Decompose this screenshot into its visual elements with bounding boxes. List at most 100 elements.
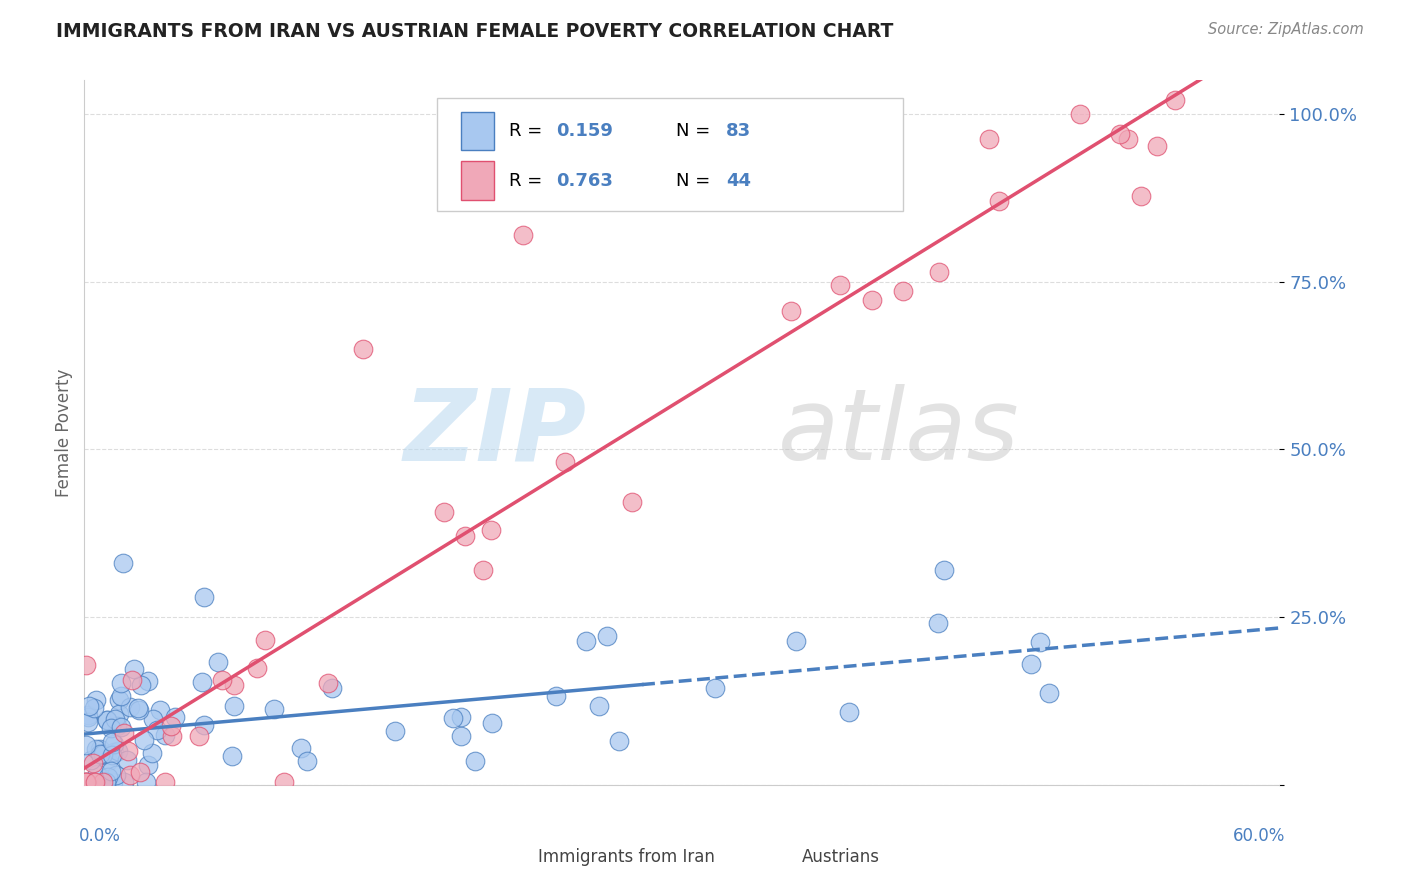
- Point: [149, 703, 172, 717]
- Point: [112, 726, 135, 740]
- Point: [117, 743, 139, 757]
- Point: [934, 563, 956, 577]
- Point: [544, 689, 567, 703]
- Point: [290, 740, 312, 755]
- Point: [107, 743, 129, 757]
- Point: [83, 774, 105, 789]
- Point: [75, 774, 97, 789]
- Point: [153, 774, 176, 789]
- Point: [76, 715, 98, 730]
- Point: [979, 131, 1001, 145]
- Point: [1069, 107, 1091, 121]
- Point: [101, 774, 124, 789]
- Point: [136, 758, 159, 772]
- FancyBboxPatch shape: [461, 161, 495, 200]
- FancyBboxPatch shape: [763, 823, 793, 855]
- Point: [94, 774, 117, 789]
- Point: [704, 681, 727, 695]
- Text: 0.0%: 0.0%: [79, 827, 121, 846]
- Point: [860, 293, 883, 307]
- Text: R =: R =: [509, 122, 547, 140]
- FancyBboxPatch shape: [437, 98, 903, 211]
- Point: [224, 678, 246, 692]
- Point: [75, 658, 97, 673]
- Point: [120, 700, 142, 714]
- Point: [77, 710, 100, 724]
- Point: [352, 342, 374, 356]
- Point: [89, 747, 111, 762]
- Point: [893, 284, 915, 298]
- Point: [101, 734, 124, 748]
- Point: [609, 733, 631, 747]
- Point: [104, 768, 127, 782]
- Point: [621, 495, 644, 509]
- Text: IMMIGRANTS FROM IRAN VS AUSTRIAN FEMALE POVERTY CORRELATION CHART: IMMIGRANTS FROM IRAN VS AUSTRIAN FEMALE …: [56, 22, 894, 41]
- Point: [100, 721, 122, 735]
- Point: [1019, 657, 1042, 671]
- Point: [321, 681, 343, 696]
- Point: [454, 529, 477, 543]
- FancyBboxPatch shape: [496, 823, 527, 855]
- Point: [135, 774, 157, 789]
- Point: [193, 590, 215, 604]
- FancyBboxPatch shape: [461, 112, 495, 151]
- Point: [86, 692, 108, 706]
- Point: [141, 746, 163, 760]
- Point: [987, 194, 1010, 208]
- Point: [84, 741, 107, 756]
- Point: [207, 655, 229, 669]
- Point: [105, 719, 128, 733]
- Point: [121, 673, 143, 688]
- Y-axis label: Female Poverty: Female Poverty: [55, 368, 73, 497]
- Point: [1164, 94, 1187, 108]
- Point: [90, 747, 112, 762]
- Point: [127, 700, 149, 714]
- Point: [246, 661, 269, 675]
- Text: N =: N =: [676, 122, 716, 140]
- Point: [96, 713, 118, 727]
- Point: [450, 710, 472, 724]
- Point: [103, 745, 125, 759]
- Point: [450, 730, 472, 744]
- Point: [110, 689, 132, 703]
- Point: [927, 616, 949, 631]
- Point: [129, 765, 152, 780]
- Point: [100, 764, 122, 779]
- Text: 60.0%: 60.0%: [1233, 827, 1285, 846]
- Point: [108, 706, 131, 721]
- Point: [512, 227, 534, 242]
- Point: [155, 728, 177, 742]
- Point: [103, 737, 125, 751]
- Point: [82, 756, 104, 770]
- Point: [575, 634, 598, 648]
- Text: Immigrants from Iran: Immigrants from Iran: [538, 848, 716, 866]
- Point: [1109, 127, 1132, 141]
- Point: [132, 733, 155, 747]
- Point: [80, 753, 103, 767]
- Point: [191, 674, 214, 689]
- Text: Austrians: Austrians: [801, 848, 879, 866]
- Point: [111, 557, 134, 571]
- Point: [780, 303, 803, 318]
- Point: [86, 767, 108, 781]
- Point: [481, 715, 503, 730]
- Point: [1118, 132, 1140, 146]
- Point: [554, 455, 576, 469]
- Point: [253, 633, 276, 648]
- Point: [138, 673, 160, 688]
- Point: [472, 563, 495, 577]
- Point: [838, 705, 860, 719]
- Point: [1146, 138, 1168, 153]
- Point: [596, 629, 619, 643]
- Point: [785, 633, 807, 648]
- Point: [96, 770, 118, 784]
- Point: [263, 702, 285, 716]
- Point: [115, 753, 138, 767]
- Point: [104, 712, 127, 726]
- Point: [146, 723, 169, 738]
- Point: [75, 738, 97, 752]
- Point: [96, 713, 118, 727]
- Point: [142, 712, 165, 726]
- Point: [77, 708, 100, 723]
- Point: [222, 698, 245, 713]
